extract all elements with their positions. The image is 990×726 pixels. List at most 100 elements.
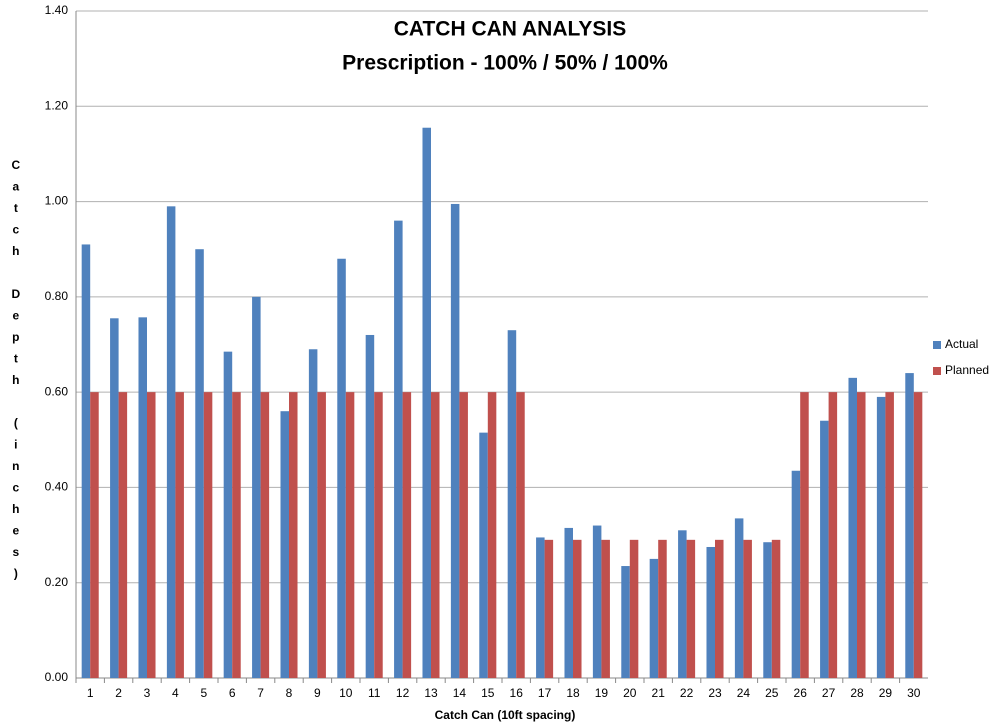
bar [715, 539, 724, 678]
y-tick-label: 0.60 [45, 384, 69, 398]
x-tick-label: 22 [680, 686, 694, 700]
x-tick-label: 13 [424, 686, 438, 700]
bar [743, 539, 752, 678]
legend-label: Actual [945, 337, 978, 351]
bar [138, 317, 147, 678]
bar [175, 392, 184, 678]
x-tick-label: 30 [907, 686, 921, 700]
bar [592, 525, 602, 678]
bar [649, 558, 659, 678]
bar [487, 392, 497, 678]
bar [621, 566, 630, 678]
x-tick-label: 6 [229, 686, 236, 700]
bar [308, 349, 318, 678]
x-tick-label: 18 [566, 686, 580, 700]
bar [365, 334, 375, 678]
y-tick-label: 0.00 [45, 670, 69, 684]
bar [450, 203, 460, 679]
chart-title: CATCH CAN ANALYSIS [394, 18, 627, 41]
legend-swatch [933, 367, 941, 375]
x-tick-label: 27 [822, 686, 836, 700]
legend-label: Planned [945, 363, 989, 377]
bar [422, 127, 431, 679]
bar [706, 546, 715, 678]
bar [734, 518, 744, 678]
bar [289, 392, 298, 678]
x-axis-label: Catch Can (10ft spacing) [435, 708, 576, 722]
y-tick-label: 0.40 [45, 480, 69, 494]
bar [479, 432, 488, 678]
bar [658, 539, 667, 678]
x-tick-label: 11 [368, 686, 381, 700]
x-tick-label: 23 [708, 686, 722, 700]
legend-swatch [933, 341, 941, 349]
bar [90, 392, 99, 678]
y-tick-label: 1.40 [45, 3, 69, 17]
bar [337, 258, 346, 678]
bar [913, 392, 923, 678]
x-tick-label: 12 [396, 686, 410, 700]
bar [601, 539, 610, 678]
bar [771, 539, 781, 678]
x-tick-label: 1 [87, 686, 94, 700]
x-tick-label: 4 [172, 686, 179, 700]
y-tick-label: 1.00 [45, 194, 69, 208]
x-tick-label: 20 [623, 686, 637, 700]
x-tick-label: 28 [850, 686, 864, 700]
bar [203, 392, 213, 678]
x-tick-label: 19 [595, 686, 609, 700]
chart-subtitle: Prescription - 100% / 50% / 100% [342, 52, 668, 75]
x-tick-label: 21 [652, 686, 666, 700]
bar [402, 392, 412, 678]
bar [280, 411, 289, 678]
bar [374, 392, 383, 678]
x-tick-label: 3 [144, 686, 151, 700]
bar [431, 392, 440, 678]
x-tick-label: 17 [538, 686, 552, 700]
bar [166, 206, 176, 679]
y-tick-label: 0.20 [45, 575, 69, 589]
bar [260, 392, 270, 678]
x-tick-label: 9 [314, 686, 321, 700]
x-tick-label: 8 [286, 686, 293, 700]
x-tick-label: 24 [737, 686, 751, 700]
y-axis-label: Catch Depth (inches) [9, 158, 23, 588]
bar [147, 392, 156, 678]
bar [820, 420, 829, 678]
bar [678, 530, 687, 678]
bar [516, 392, 525, 678]
bar [564, 527, 573, 678]
bar [686, 539, 696, 678]
bar [828, 392, 838, 678]
bar [394, 220, 403, 678]
bar [905, 373, 914, 678]
bar [110, 318, 119, 678]
bar [885, 392, 894, 678]
x-tick-label: 29 [879, 686, 893, 700]
bar [544, 539, 554, 678]
bar [763, 542, 772, 678]
x-tick-label: 5 [200, 686, 207, 700]
x-tick-label: 14 [453, 686, 467, 700]
x-tick-label: 10 [339, 686, 353, 700]
bar [459, 392, 468, 678]
bar [252, 296, 261, 678]
bar [195, 249, 204, 678]
x-tick-label: 2 [115, 686, 122, 700]
x-tick-label: 26 [794, 686, 808, 700]
bar [629, 539, 639, 678]
bar [118, 392, 128, 678]
bar [345, 392, 355, 678]
bar [507, 330, 517, 678]
x-tick-label: 15 [481, 686, 495, 700]
bar [223, 351, 233, 678]
bar [791, 470, 801, 678]
bar [876, 396, 886, 678]
bar [317, 392, 326, 678]
bar [800, 392, 809, 678]
x-tick-label: 16 [510, 686, 524, 700]
bar [81, 244, 91, 678]
bar [573, 539, 582, 678]
bar [857, 392, 866, 678]
